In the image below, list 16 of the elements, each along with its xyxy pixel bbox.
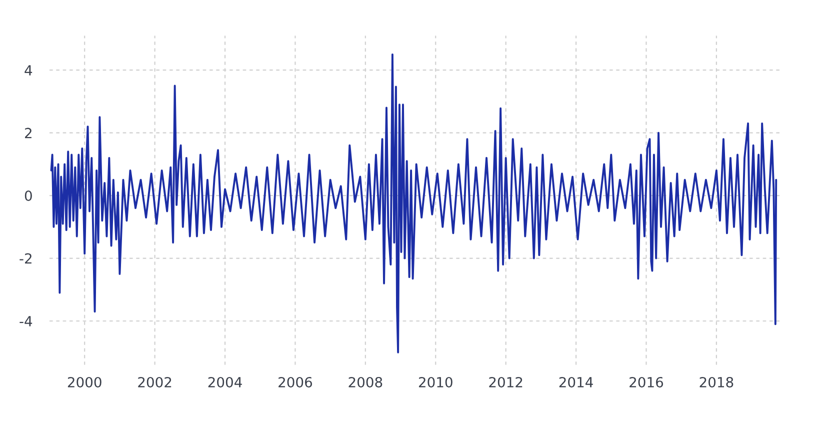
y-tick-label: -2 <box>20 253 32 264</box>
line-series <box>50 53 778 354</box>
x-tick-label: 2004 <box>208 376 242 388</box>
x-tick-label: 2016 <box>630 376 664 388</box>
x-tick-label: 2008 <box>348 376 382 388</box>
x-tick-label: 2018 <box>700 376 734 388</box>
x-tick-label: 2006 <box>278 376 312 388</box>
x-tick-label: 2002 <box>138 376 172 388</box>
x-tick-label: 2000 <box>68 376 102 388</box>
y-tick-label: 0 <box>24 190 32 202</box>
y-tick-label: 4 <box>24 65 32 76</box>
y-tick-label: -4 <box>20 316 32 326</box>
x-tick-label: 2012 <box>489 376 522 388</box>
x-tick-label: 2010 <box>418 376 452 388</box>
y-tick-label: 2 <box>25 128 32 138</box>
x-tick-label: 2014 <box>559 376 593 388</box>
